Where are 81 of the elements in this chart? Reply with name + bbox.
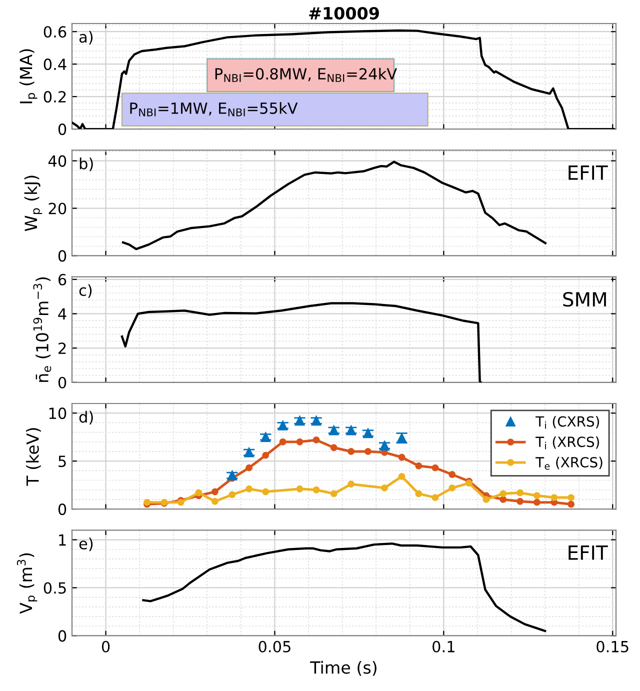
y-tick-label: 10	[49, 408, 66, 420]
annotation: a)	[79, 30, 93, 45]
point	[448, 484, 456, 492]
y-tick-label: 0.2	[44, 91, 66, 103]
point	[550, 494, 558, 502]
y-tick-label: 6	[58, 274, 66, 286]
x-tick-label: 0.1	[432, 640, 454, 652]
point	[296, 485, 304, 492]
y-tick-label: 2	[58, 342, 66, 354]
line-series	[120, 302, 482, 382]
point	[516, 489, 524, 496]
point	[398, 472, 406, 480]
y-axis-title: V$_{p}$ (m$^{3}$)	[16, 553, 38, 614]
y-axis-title: n̄$_{e}$ (10$^{19}$m$^{−3}$)	[33, 277, 52, 382]
y-tick-label: 20	[48, 202, 66, 214]
point	[348, 448, 355, 455]
annotation: d)	[79, 410, 93, 425]
point	[246, 464, 253, 472]
y-tick-label: 0	[58, 250, 66, 262]
point	[348, 480, 355, 488]
y-tick-label: 0	[58, 504, 66, 516]
point	[211, 498, 218, 505]
point	[330, 444, 338, 452]
y-tick-label: 0	[58, 124, 66, 136]
point	[228, 491, 236, 498]
y-tick-label: 0	[58, 376, 66, 388]
legend-label: T$_{e}$ (XRCS)	[536, 456, 602, 470]
x-axis-title: Time (s)	[310, 660, 376, 676]
line-series	[122, 160, 546, 250]
point	[398, 454, 406, 461]
annotation: EFIT	[568, 546, 608, 560]
point	[533, 492, 540, 500]
point	[448, 471, 456, 478]
point	[296, 438, 304, 446]
point	[415, 490, 422, 498]
point	[500, 496, 507, 503]
band-label: P$_{NBI}$=1MW, E$_{NBI}$=55kV	[130, 102, 298, 116]
chart-title: #10009	[309, 6, 379, 20]
point	[482, 496, 490, 503]
point	[500, 490, 507, 498]
point	[312, 486, 320, 494]
y-tick-label: 5	[58, 456, 66, 468]
y-tick-label: 0	[58, 630, 66, 642]
x-tick-label: 0	[102, 640, 110, 652]
y-axis-title: I$_{p}$ (MA)	[19, 49, 38, 104]
point	[516, 498, 524, 505]
point	[279, 438, 286, 446]
point	[211, 488, 218, 496]
point	[312, 436, 320, 444]
point	[432, 464, 439, 472]
point	[262, 488, 270, 496]
y-tick-label: 1	[59, 534, 66, 546]
point	[262, 452, 270, 459]
point	[568, 494, 575, 502]
legend-label: T$_{i}$ (XRCS)	[536, 436, 600, 450]
y-tick-label: 0.6	[44, 26, 66, 38]
y-tick-label: 40	[48, 155, 66, 167]
point	[246, 485, 253, 492]
annotation: EFIT	[568, 166, 608, 180]
x-tick-label: 0.15	[596, 640, 628, 652]
line-series	[142, 542, 546, 632]
y-tick-label: 0.5	[44, 582, 66, 594]
annotation: c)	[79, 284, 92, 298]
y-axis-title: T (keV)	[26, 428, 41, 486]
legend-label: T$_{i}$ (CXRS)	[536, 416, 600, 429]
annotation: SMM	[563, 292, 606, 307]
point	[364, 448, 372, 455]
annotation: e)	[79, 538, 93, 552]
y-tick-label: 0.4	[44, 58, 66, 70]
point	[330, 490, 338, 498]
point	[415, 462, 422, 470]
annotation: b)	[80, 158, 93, 172]
y-tick-label: 4	[58, 308, 66, 320]
point	[432, 494, 439, 502]
point	[381, 484, 388, 492]
point	[568, 500, 575, 508]
point	[195, 489, 202, 496]
band-label: P$_{NBI}$=0.8MW, E$_{NBI}$=24kV	[215, 68, 397, 82]
x-tick-label: 0.05	[258, 640, 290, 652]
point	[533, 498, 540, 506]
y-axis-title: W$_{p}$ (kJ)	[24, 176, 42, 232]
